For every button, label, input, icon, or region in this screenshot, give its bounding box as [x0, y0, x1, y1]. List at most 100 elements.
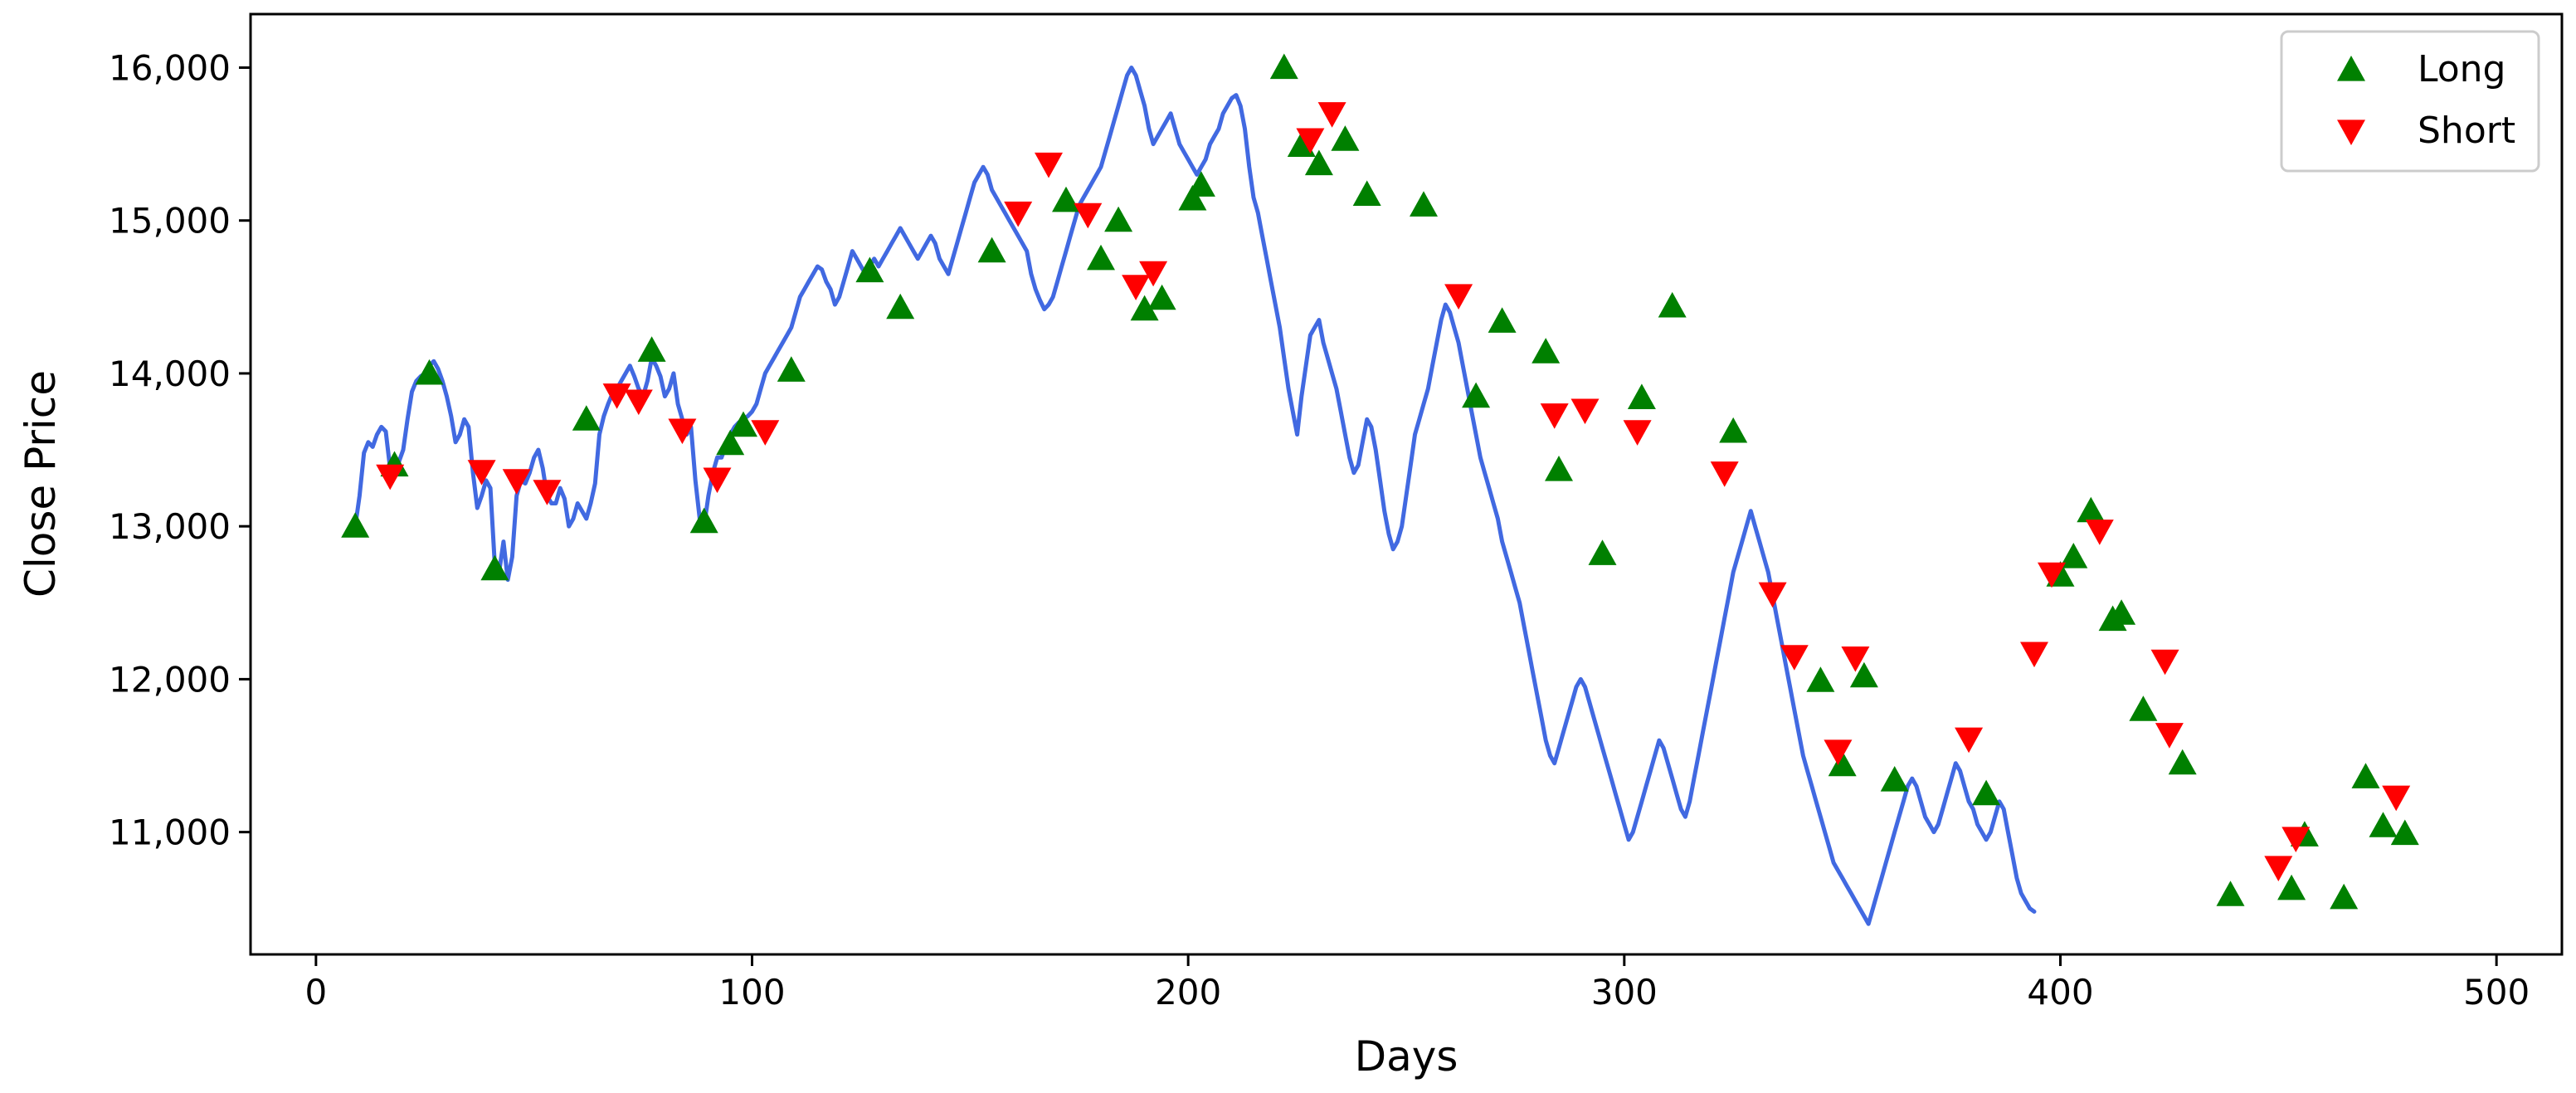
- long-signal-marker: [1488, 307, 1517, 333]
- short-signal-marker: [2150, 649, 2179, 676]
- short-signal-marker: [1824, 739, 1853, 765]
- long-signal-marker: [2107, 599, 2136, 625]
- short-signal-marker: [376, 464, 405, 490]
- legend-label-short: Short: [2418, 110, 2515, 152]
- x-tick-label: 300: [1591, 972, 1658, 1012]
- short-signal-marker: [602, 383, 631, 409]
- short-signal-marker: [1570, 398, 1600, 425]
- long-signal-marker: [572, 405, 601, 431]
- long-signal-marker: [1410, 191, 1438, 217]
- long-signal-marker: [1331, 125, 1360, 151]
- short-signal-marker: [467, 460, 496, 486]
- long-signal-marker: [1828, 750, 1857, 777]
- short-signal-marker: [2085, 520, 2114, 545]
- x-tick-label: 0: [304, 972, 327, 1012]
- long-signal-marker: [855, 256, 884, 283]
- legend-label-long: Long: [2418, 48, 2505, 90]
- y-tick-label: 11,000: [109, 812, 231, 853]
- short-signal-marker: [1444, 284, 1473, 310]
- short-signal-marker: [1955, 727, 1984, 754]
- short-signal-marker: [1074, 202, 1103, 229]
- long-signal-marker: [1104, 206, 1133, 232]
- long-signal-marker: [1627, 383, 1656, 409]
- long-signal-marker: [1269, 53, 1298, 80]
- close-price-line: [353, 66, 2037, 926]
- long-signal-marker: [886, 293, 915, 320]
- long-signal-marker: [2390, 819, 2419, 846]
- short-signal-marker: [1540, 403, 1569, 429]
- short-signal-marker: [1780, 645, 1809, 671]
- long-signal-marker: [1186, 171, 1215, 197]
- short-signal-marker: [1035, 152, 1063, 178]
- long-signal-marker: [1147, 284, 1176, 310]
- short-signal-marker: [703, 467, 732, 494]
- long-signal-marker: [1806, 666, 1835, 692]
- long-signal-marker: [716, 429, 745, 456]
- x-tick-label: 400: [2027, 972, 2093, 1012]
- short-signal-marker: [502, 469, 531, 495]
- long-signal-marker: [1178, 184, 1207, 211]
- axis-ticks: 0 100 200 300 400 500 11,000 12,000 13,000 14,000…: [109, 47, 2530, 1012]
- y-tick-label: 16,000: [109, 47, 231, 88]
- y-axis-label: Close Price: [17, 370, 65, 598]
- short-signal-marker: [1317, 102, 1346, 128]
- plot-area: [341, 53, 2419, 926]
- long-signal-marker: [1287, 131, 1316, 157]
- short-signal-marker: [1841, 647, 1870, 672]
- legend-marker-short: [2337, 120, 2365, 145]
- y-tick-label: 14,000: [109, 354, 231, 394]
- long-signal-marker: [777, 356, 806, 382]
- long-signal-marker: [415, 359, 444, 385]
- legend: Long Short: [2280, 30, 2540, 173]
- y-tick-label: 12,000: [109, 659, 231, 700]
- long-signal-marker: [1130, 295, 1159, 321]
- short-signal-marker: [624, 389, 653, 416]
- short-signal-marker: [2020, 642, 2048, 668]
- x-tick-label: 200: [1155, 972, 1221, 1012]
- short-signal-marker: [1004, 201, 1033, 227]
- axes-frame: [249, 12, 2564, 956]
- long-signal-marker: [1087, 244, 1115, 271]
- short-signal-marker: [1758, 582, 1787, 608]
- long-signal-marker: [1719, 417, 1748, 443]
- long-signal-marker: [480, 554, 509, 581]
- long-signal-marker: [2059, 543, 2088, 568]
- long-signal-marker: [1545, 456, 1573, 481]
- long-signal-marker: [1304, 149, 1333, 176]
- long-signal-marker: [341, 512, 370, 538]
- x-axis-label: Days: [1355, 1032, 1458, 1081]
- legend-marker-long: [2337, 56, 2365, 81]
- short-signal-marker: [2264, 856, 2293, 881]
- x-tick-label: 500: [2463, 972, 2530, 1012]
- long-signal-marker: [2216, 881, 2245, 906]
- long-signal-marker: [2277, 874, 2306, 900]
- short-signal-marker: [2382, 785, 2411, 812]
- short-signal-marker: [668, 418, 697, 445]
- x-tick-label: 100: [718, 972, 785, 1012]
- y-tick-label: 13,000: [109, 506, 231, 547]
- long-signal-marker: [1658, 291, 1687, 318]
- short-signal-marker: [1139, 261, 1168, 287]
- long-signal-marker: [729, 411, 757, 437]
- long-signal-marker: [1531, 338, 1561, 364]
- short-signal-marker: [2155, 723, 2184, 749]
- long-signal-marker: [1462, 382, 1491, 408]
- short-signal-marker: [1710, 461, 1739, 487]
- long-signal-marker: [1352, 180, 1381, 206]
- short-signal-marker: [2038, 562, 2066, 588]
- short-signal-marker: [2281, 827, 2311, 852]
- long-signal-marker: [1880, 766, 1909, 792]
- long-signal-marker: [1849, 661, 1878, 688]
- short-signal-marker: [751, 420, 780, 446]
- short-signal-marker: [1296, 128, 1325, 154]
- short-signal-marker: [533, 480, 562, 505]
- long-signal-marker: [2330, 883, 2359, 910]
- long-signal-marker: [977, 237, 1006, 263]
- long-signal-marker: [1588, 539, 1617, 565]
- short-signal-marker: [1623, 420, 1652, 446]
- long-signal-marker: [1052, 186, 1080, 212]
- long-signal-marker: [689, 507, 718, 534]
- long-signal-marker: [2168, 749, 2197, 775]
